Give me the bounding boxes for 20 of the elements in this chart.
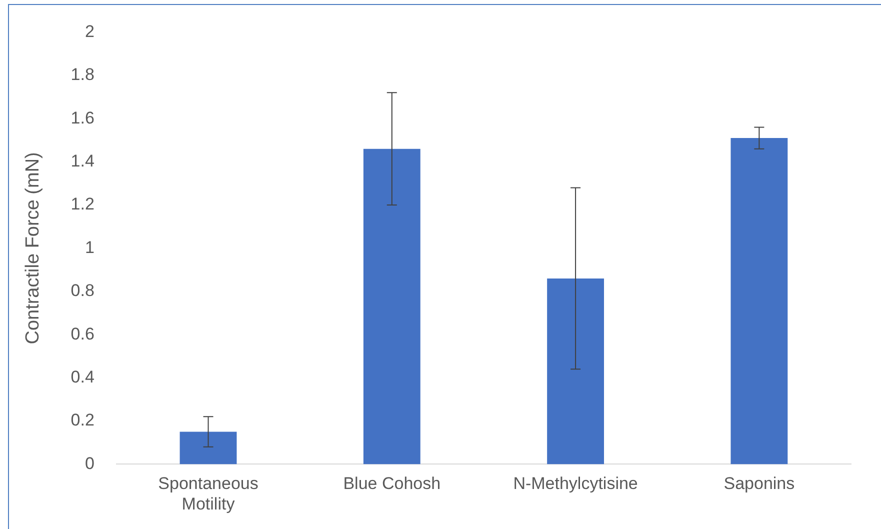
y-tick-label: 1.4 <box>70 151 94 170</box>
y-tick-label: 1.2 <box>70 194 94 214</box>
y-tick-label: 1.6 <box>70 108 94 128</box>
y-tick-label: 2 <box>84 22 94 41</box>
x-tick-label: Blue Cohosh <box>343 474 441 494</box>
bar <box>547 278 604 464</box>
x-tick-label: N-Methylcytisine <box>513 474 638 494</box>
y-tick-label: 1 <box>84 238 94 257</box>
bar <box>180 432 237 464</box>
y-tick-label: 0.6 <box>70 324 94 344</box>
y-tick-label: 0.2 <box>70 410 94 430</box>
y-tick-label: 0 <box>84 454 94 473</box>
y-tick-label: 0.4 <box>70 367 94 386</box>
bar <box>363 148 420 464</box>
x-tick-label: Saponins <box>724 474 795 494</box>
y-tick-label: 1.8 <box>70 65 94 84</box>
y-axis-title: Contractile Force (mN) <box>22 152 44 344</box>
bar <box>730 138 788 464</box>
x-tick-label: Spontaneous Motility <box>158 474 258 514</box>
y-tick-label: 0.8 <box>70 281 94 300</box>
